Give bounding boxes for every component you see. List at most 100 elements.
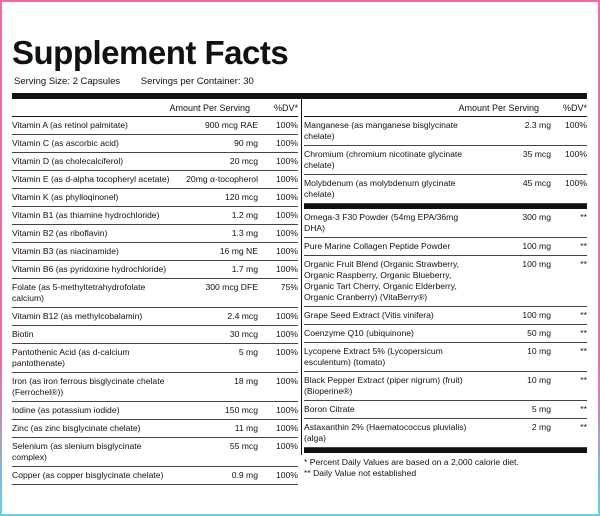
nutrient-dv: ** bbox=[580, 422, 587, 432]
nutrient-dv: 100% bbox=[276, 376, 298, 386]
right-mineral-list: Manganese (as manganese bisglycinate che… bbox=[304, 117, 587, 204]
nutrient-dv: 100% bbox=[276, 246, 298, 256]
nutrient-name: Vitamin B6 (as pyridoxine hydrochloride) bbox=[12, 264, 167, 274]
nutrient-name: Copper (as copper bisglycinate chelate) bbox=[12, 470, 164, 480]
nutrient-name: Vitamin E (as d-alpha tocopheryl acetate… bbox=[12, 174, 170, 184]
nutrient-amount: 20 mcg bbox=[229, 156, 258, 166]
nutrient-dv: 100% bbox=[565, 178, 587, 188]
page-title: Supplement Facts bbox=[12, 34, 289, 71]
nutrient-name: Organic Fruit Blend (Organic Strawberry,… bbox=[304, 259, 460, 302]
nutrient-name: Boron Citrate bbox=[304, 404, 355, 414]
nutrient-amount: 900 mcg RAE bbox=[204, 120, 258, 130]
nutrient-amount: 100 mg bbox=[522, 310, 551, 320]
nutrient-row: Boron Citrate 5 mg ** bbox=[304, 401, 587, 419]
nutrient-dv: 100% bbox=[276, 441, 298, 451]
nutrient-name: Vitamin D (as cholecalciferol) bbox=[12, 156, 124, 166]
nutrient-name: Iron (as iron ferrous bisglycinate chela… bbox=[12, 376, 165, 397]
nutrient-amount: 300 mcg DFE bbox=[205, 282, 258, 292]
nutrient-amount: 30 mcg bbox=[229, 329, 258, 339]
nutrient-name: Zinc (as zinc bisglycinate chelate) bbox=[12, 423, 141, 433]
nutrient-amount: 5 mg bbox=[531, 404, 551, 414]
nutrient-dv: 100% bbox=[276, 264, 298, 274]
footnote-not-established: ** Daily Value not established bbox=[304, 468, 417, 478]
nutrient-name: Vitamin B2 (as riboflavin) bbox=[12, 228, 108, 238]
nutrient-dv: 100% bbox=[276, 228, 298, 238]
nutrient-dv: 100% bbox=[565, 149, 587, 159]
nutrient-name: Chromium (chromium nicotinate glycinate … bbox=[304, 149, 463, 170]
nutrient-amount: 120 mcg bbox=[225, 192, 258, 202]
nutrient-row: Copper (as copper bisglycinate chelate) 0… bbox=[12, 467, 298, 485]
nutrient-dv: ** bbox=[580, 328, 587, 338]
left-nutrient-list: Vitamin A (as retinol palmitate) 900 mcg … bbox=[12, 117, 298, 485]
nutrient-amount: 90 mg bbox=[234, 138, 258, 148]
nutrient-dv: ** bbox=[580, 310, 587, 320]
left-column: Amount Per Serving %DV* Vitamin A (as re… bbox=[12, 99, 298, 485]
bottom-border-accent bbox=[0, 514, 600, 516]
nutrient-row: Chromium (chromium nicotinate glycinate … bbox=[304, 146, 587, 175]
nutrient-name: Vitamin K (as phylloqinonel) bbox=[12, 192, 119, 202]
nutrient-amount: 100 mg bbox=[522, 259, 551, 269]
footer-thick-rule bbox=[304, 448, 587, 453]
nutrient-amount: 35 mcg bbox=[522, 149, 551, 159]
column-divider bbox=[301, 99, 302, 455]
nutrient-name: Vitamin C (as ascorbic acid) bbox=[12, 138, 119, 148]
nutrient-row: Vitamin B1 (as thiamine hydrochloride) 1.… bbox=[12, 207, 298, 225]
nutrient-dv: ** bbox=[580, 241, 587, 251]
left-border-accent bbox=[0, 0, 2, 516]
nutrient-dv: ** bbox=[580, 375, 587, 385]
nutrient-row: Omega-3 F30 Powder (54mg EPA/36mg DHA) 30… bbox=[304, 209, 587, 238]
nutrient-dv: 100% bbox=[276, 311, 298, 321]
nutrient-name: Vitamin B12 (as methylcobalamin) bbox=[12, 311, 143, 321]
amount-per-serving-header: Amount Per Serving bbox=[458, 102, 539, 113]
nutrient-row: Molybdenum (as molybdenum glycinate chel… bbox=[304, 175, 587, 204]
nutrient-row: Vitamin E (as d-alpha tocopheryl acetate… bbox=[12, 171, 298, 189]
nutrient-amount: 16 mg NE bbox=[219, 246, 258, 256]
nutrient-dv: 100% bbox=[276, 329, 298, 339]
left-column-header: Amount Per Serving %DV* bbox=[12, 99, 298, 117]
nutrient-name: Pantothenic Acid (as d-calcium pantothen… bbox=[12, 347, 130, 368]
nutrient-dv: ** bbox=[580, 259, 587, 269]
nutrient-dv: 100% bbox=[276, 174, 298, 184]
nutrient-amount: 1.7 mg bbox=[231, 264, 258, 274]
dv-header: %DV* bbox=[273, 102, 298, 113]
nutrient-row: Iron (as iron ferrous bisglycinate chela… bbox=[12, 373, 298, 402]
nutrient-name: Vitamin B3 (as niacinamide) bbox=[12, 246, 119, 256]
nutrient-dv: 100% bbox=[276, 470, 298, 480]
nutrient-row: Lycopene Extract 5% (Lycopersicum escule… bbox=[304, 343, 587, 372]
nutrient-row: Vitamin B12 (as methylcobalamin) 2.4 mcg 1… bbox=[12, 308, 298, 326]
nutrient-amount: 11 mg bbox=[234, 423, 258, 433]
nutrient-row: Vitamin B3 (as niacinamide) 16 mg NE 100% bbox=[12, 243, 298, 261]
section-thick-rule bbox=[304, 204, 587, 209]
nutrient-dv: 100% bbox=[276, 156, 298, 166]
nutrient-dv: 100% bbox=[276, 405, 298, 415]
nutrient-name: Folate (as 5-methyltetrahydrofolate calc… bbox=[12, 282, 146, 303]
nutrient-row: Black Pepper Extract (piper nigrum) (fru… bbox=[304, 372, 587, 401]
nutrient-name: Selenium (as slenium bisglycinate comple… bbox=[12, 441, 142, 462]
nutrient-dv: 100% bbox=[276, 192, 298, 202]
top-thick-rule bbox=[12, 93, 587, 99]
nutrient-amount: 0.9 mg bbox=[231, 470, 258, 480]
nutrient-name: Vitamin B1 (as thiamine hydrochloride) bbox=[12, 210, 160, 220]
nutrient-dv: ** bbox=[580, 212, 587, 222]
nutrient-row: Grape Seed Extract (Vitis vinifera) 100 m… bbox=[304, 307, 587, 325]
nutrient-name: Astaxanthin 2% (Haematococcus pluvialis)… bbox=[304, 422, 467, 443]
right-border-accent bbox=[598, 0, 600, 516]
nutrient-dv: 75% bbox=[280, 282, 298, 292]
nutrient-dv: 100% bbox=[276, 423, 298, 433]
nutrient-amount: 100 mg bbox=[522, 241, 551, 251]
nutrient-row: Vitamin A (as retinol palmitate) 900 mcg … bbox=[12, 117, 298, 135]
nutrient-dv: 100% bbox=[276, 138, 298, 148]
nutrient-row: Vitamin B6 (as pyridoxine hydrochloride)… bbox=[12, 261, 298, 279]
nutrient-amount: 2.4 mcg bbox=[227, 311, 258, 321]
nutrient-row: Selenium (as slenium bisglycinate comple… bbox=[12, 438, 298, 467]
nutrient-dv: ** bbox=[580, 346, 587, 356]
nutrient-row: Coenzyme Q10 (ubiquinone) 50 mg ** bbox=[304, 325, 587, 343]
nutrient-amount: 5 mg bbox=[238, 347, 258, 357]
nutrient-name: Pure Marine Collagen Peptide Powder bbox=[304, 241, 451, 251]
nutrient-amount: 10 mg bbox=[527, 375, 551, 385]
nutrient-name: Black Pepper Extract (piper nigrum) (fru… bbox=[304, 375, 463, 396]
nutrient-dv: 100% bbox=[276, 347, 298, 357]
nutrient-row: Zinc (as zinc bisglycinate chelate) 11 mg… bbox=[12, 420, 298, 438]
nutrient-amount: 1.2 mg bbox=[231, 210, 258, 220]
nutrient-name: Grape Seed Extract (Vitis vinifera) bbox=[304, 310, 434, 320]
